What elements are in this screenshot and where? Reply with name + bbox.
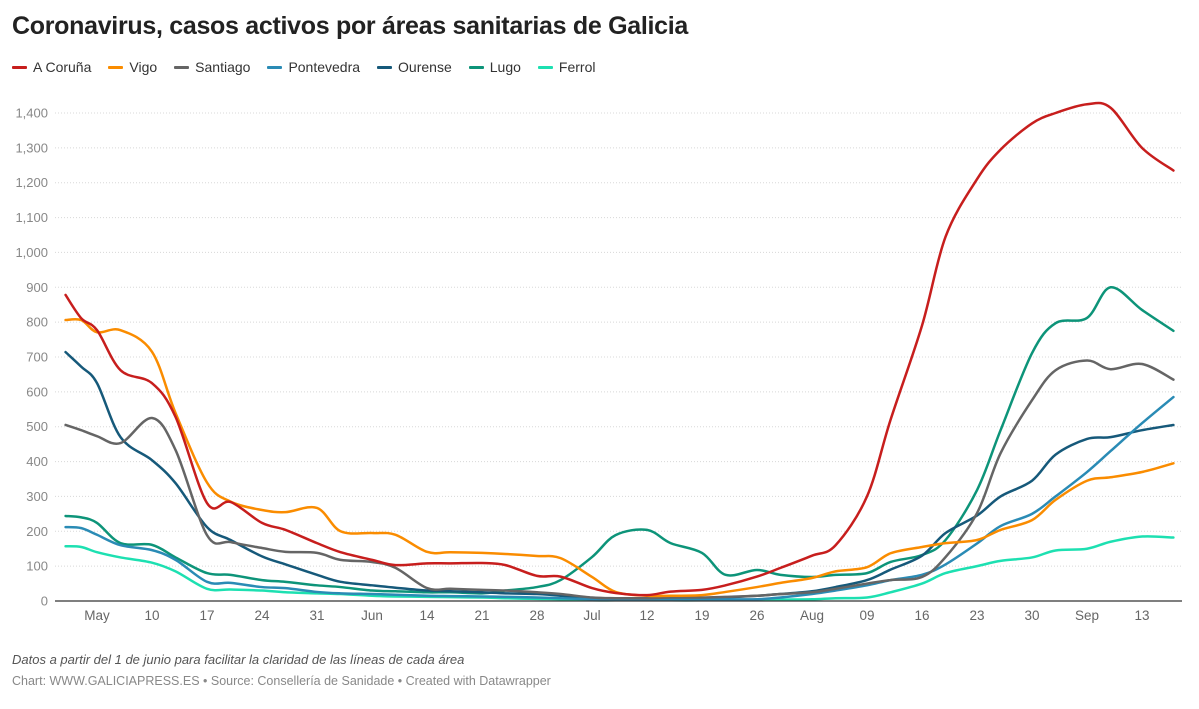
series-line-lugo <box>64 286 1175 595</box>
x-tick-label: 24 <box>254 608 270 623</box>
y-tick-label: 300 <box>26 489 48 504</box>
x-tick-label: 23 <box>969 608 984 623</box>
x-tick-label: Jul <box>583 608 600 623</box>
legend: A Coruña Vigo Santiago Pontevedra Ourense Lug… <box>12 59 595 75</box>
y-tick-label: 700 <box>26 350 48 365</box>
y-tick-label: 200 <box>26 524 48 539</box>
x-tick-label: May <box>84 608 110 623</box>
series-line-santiago <box>64 359 1175 600</box>
y-tick-label: 100 <box>26 559 48 574</box>
legend-swatch <box>377 65 393 69</box>
legend-swatch <box>267 65 283 69</box>
x-tick-label: 16 <box>914 608 929 623</box>
x-tick-label: Aug <box>800 608 824 623</box>
series-line-ferrol <box>64 535 1175 602</box>
legend-item: Santiago <box>174 59 250 75</box>
y-tick-label: 900 <box>26 280 48 295</box>
legend-label: Ourense <box>398 59 452 75</box>
y-tick-label: 600 <box>26 384 48 399</box>
y-tick-label: 1,200 <box>15 175 48 190</box>
legend-label: Vigo <box>129 59 158 75</box>
legend-item: Pontevedra <box>267 59 360 75</box>
legend-label: Ferrol <box>558 59 596 75</box>
legend-swatch <box>12 65 27 69</box>
legend-item: Lugo <box>468 59 521 75</box>
x-tick-label: 13 <box>1134 608 1149 623</box>
x-tick-label: 09 <box>859 608 874 623</box>
chart-note: Datos a partir del 1 de junio para facil… <box>12 652 465 667</box>
series-line-pontevedra <box>64 395 1175 601</box>
x-tick-label: Sep <box>1075 608 1099 623</box>
x-tick-label: Jun <box>361 608 383 623</box>
x-tick-label: 21 <box>474 608 489 623</box>
chart-title: Coronavirus, casos activos por áreas san… <box>12 12 688 40</box>
y-tick-label: 1,400 <box>15 106 48 121</box>
legend-label: Pontevedra <box>288 59 361 75</box>
y-tick-label: 500 <box>26 419 48 434</box>
x-tick-label: 17 <box>199 608 214 623</box>
x-tick-label: 28 <box>529 608 544 623</box>
legend-swatch <box>174 65 190 69</box>
legend-item: A Coruña <box>12 59 91 75</box>
y-tick-label: 1,300 <box>15 140 48 155</box>
series-line-vigo <box>64 317 1175 598</box>
y-tick-label: 800 <box>26 315 48 330</box>
x-tick-label: 10 <box>144 608 159 623</box>
legend-label: A Coruña <box>33 59 92 75</box>
y-tick-label: 0 <box>41 594 48 609</box>
x-tick-label: 19 <box>694 608 709 623</box>
x-tick-label: 31 <box>309 608 324 623</box>
x-tick-label: 14 <box>419 608 435 623</box>
legend-item: Ourense <box>377 59 452 75</box>
legend-label: Lugo <box>489 59 521 75</box>
y-tick-label: 1,000 <box>15 245 48 260</box>
x-tick-label: 26 <box>749 608 764 623</box>
series-line-ourense <box>64 350 1175 602</box>
y-tick-label: 400 <box>26 454 48 469</box>
legend-item: Vigo <box>108 59 157 75</box>
series-line-a-coruna <box>64 101 1175 597</box>
legend-item: Ferrol <box>537 59 596 75</box>
legend-swatch <box>468 65 484 69</box>
legend-swatch <box>108 65 124 69</box>
legend-swatch <box>537 65 553 69</box>
x-tick-label: 12 <box>639 608 654 623</box>
legend-label: Santiago <box>195 59 251 75</box>
chart-credits: Chart: WWW.GALICIAPRESS.ES • Source: Con… <box>12 674 551 688</box>
x-tick-label: 30 <box>1024 608 1039 623</box>
y-tick-label: 1,100 <box>15 210 48 225</box>
